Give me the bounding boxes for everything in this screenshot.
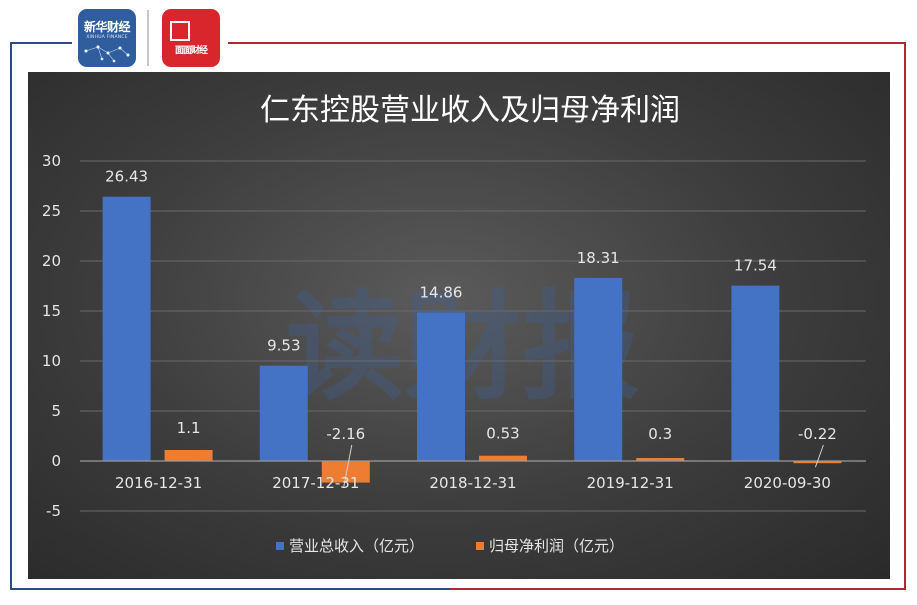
mianmian-finance-logo: 面面财经 [162,9,220,67]
xinhua-logo-text: 新华财经 [83,20,131,34]
revenue-data-label: 14.86 [420,283,463,301]
xinhua-finance-logo: 新华财经 XINHUA FINANCE [78,9,136,67]
y-tick-label: 15 [42,302,61,320]
logo-separator [147,10,149,66]
revenue-bar [574,277,623,461]
revenue-bar [259,365,308,461]
x-tick-label: 2020-09-30 [744,474,831,492]
frame-right-line [904,42,906,590]
leader-line [814,444,824,468]
legend-label-revenue: 营业总收入（亿元） [289,537,424,555]
profit-bar [479,455,527,461]
profit-data-label: -0.22 [798,425,837,443]
legend: 营业总收入（亿元） 归母净利润（亿元） [276,537,624,555]
constellation-icon [84,45,130,63]
leader-line [343,444,353,487]
frame-top-left-line [10,42,72,44]
y-tick-label: 20 [42,252,61,270]
revenue-bar [102,196,151,461]
revenue-bar [417,312,465,461]
revenue-data-label: 17.54 [734,257,777,275]
xinhua-logo-subtext: XINHUA FINANCE [86,35,128,40]
revenue-bar [731,285,780,461]
revenue-data-label: 26.43 [105,168,148,186]
frame-bottom-left-line [10,588,450,590]
frame-bottom-right-line [450,588,906,590]
mianmian-logo-text: 面面财经 [174,46,208,56]
y-tick-label: 10 [42,352,61,370]
y-tick-label: 30 [42,152,61,170]
legend-swatch-profit [476,542,484,550]
profit-bar [164,450,213,461]
x-tick-label: 2018-12-31 [429,474,516,492]
revenue-data-label: 18.31 [577,249,620,267]
profit-data-label: 0.3 [648,425,672,443]
legend-label-profit: 归母净利润（亿元） [489,537,624,555]
y-tick-label: 5 [51,402,61,420]
profit-bar [321,461,370,483]
chart-panel: 读财报 仁东控股营业收入及归母净利润 -505101520253026.431.… [28,72,890,579]
bar-chart: 读财报 仁东控股营业收入及归母净利润 -505101520253026.431.… [42,93,866,555]
profit-data-label: -2.16 [326,425,365,443]
chart-title: 仁东控股营业收入及归母净利润 [260,93,680,128]
y-tick-label: -5 [46,502,61,520]
profit-bar [636,458,685,461]
profit-data-label: 1.1 [177,419,201,437]
frame-left-line [10,42,12,590]
revenue-data-label: 9.53 [267,337,300,355]
y-tick-label: 0 [51,452,61,470]
mianmian-logo-mark-icon [170,21,190,41]
x-tick-label: 2019-12-31 [587,474,674,492]
legend-swatch-revenue [276,542,284,550]
x-tick-label: 2016-12-31 [115,474,202,492]
x-tick-label: 2017-12-31 [272,474,359,492]
frame-top-right-line [228,42,906,44]
profit-data-label: 0.53 [486,425,519,443]
y-tick-label: 25 [42,202,61,220]
